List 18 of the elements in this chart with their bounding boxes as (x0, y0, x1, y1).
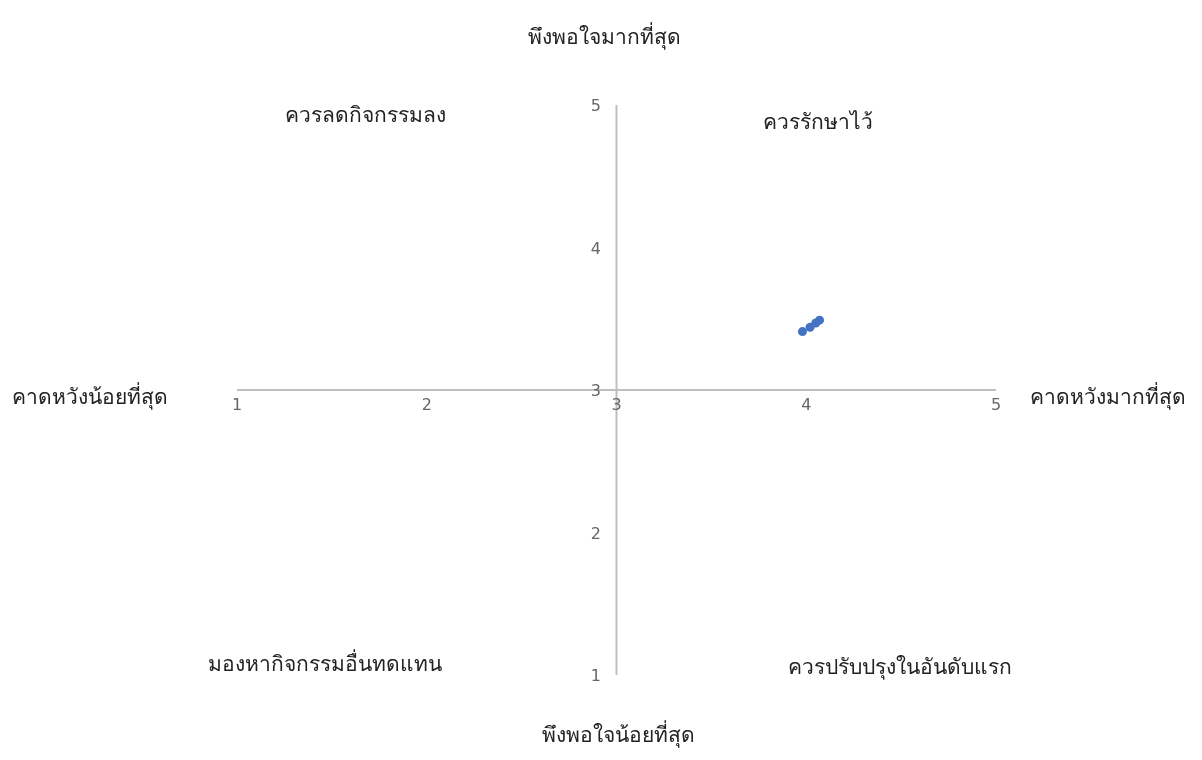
annotation: มองหากิจกรรมอื่นทดแทน (208, 649, 442, 676)
text: คาดหวังมากที่สุด (1030, 382, 1186, 410)
y-tick-label: 5 (590, 96, 601, 115)
annotation: ควรรักษาไว้ (763, 110, 873, 134)
y-tick-label: 3 (590, 381, 601, 400)
x-tick-label: 4 (801, 394, 812, 414)
x-tick-label: 5 (990, 394, 1002, 414)
x-tick-label: 2 (421, 394, 432, 414)
text: พึงพอใจมากที่สุด (527, 22, 681, 50)
text: พึงพอใจน้อยที่สุด (541, 720, 695, 748)
annotation: ควรปรับปรุงในอันดับแรก (788, 655, 1012, 680)
y-tick-label: 2 (590, 523, 601, 543)
annotation: ควรลดกิจกรรมลง (284, 103, 446, 127)
y-tick-label: 1 (590, 666, 601, 685)
x-tick-label: 3 (611, 394, 622, 414)
y-tick-label: 4 (590, 238, 601, 258)
text: คาดหวังน้อยที่สุด (12, 382, 168, 410)
x-tick-label: 1 (231, 394, 243, 414)
